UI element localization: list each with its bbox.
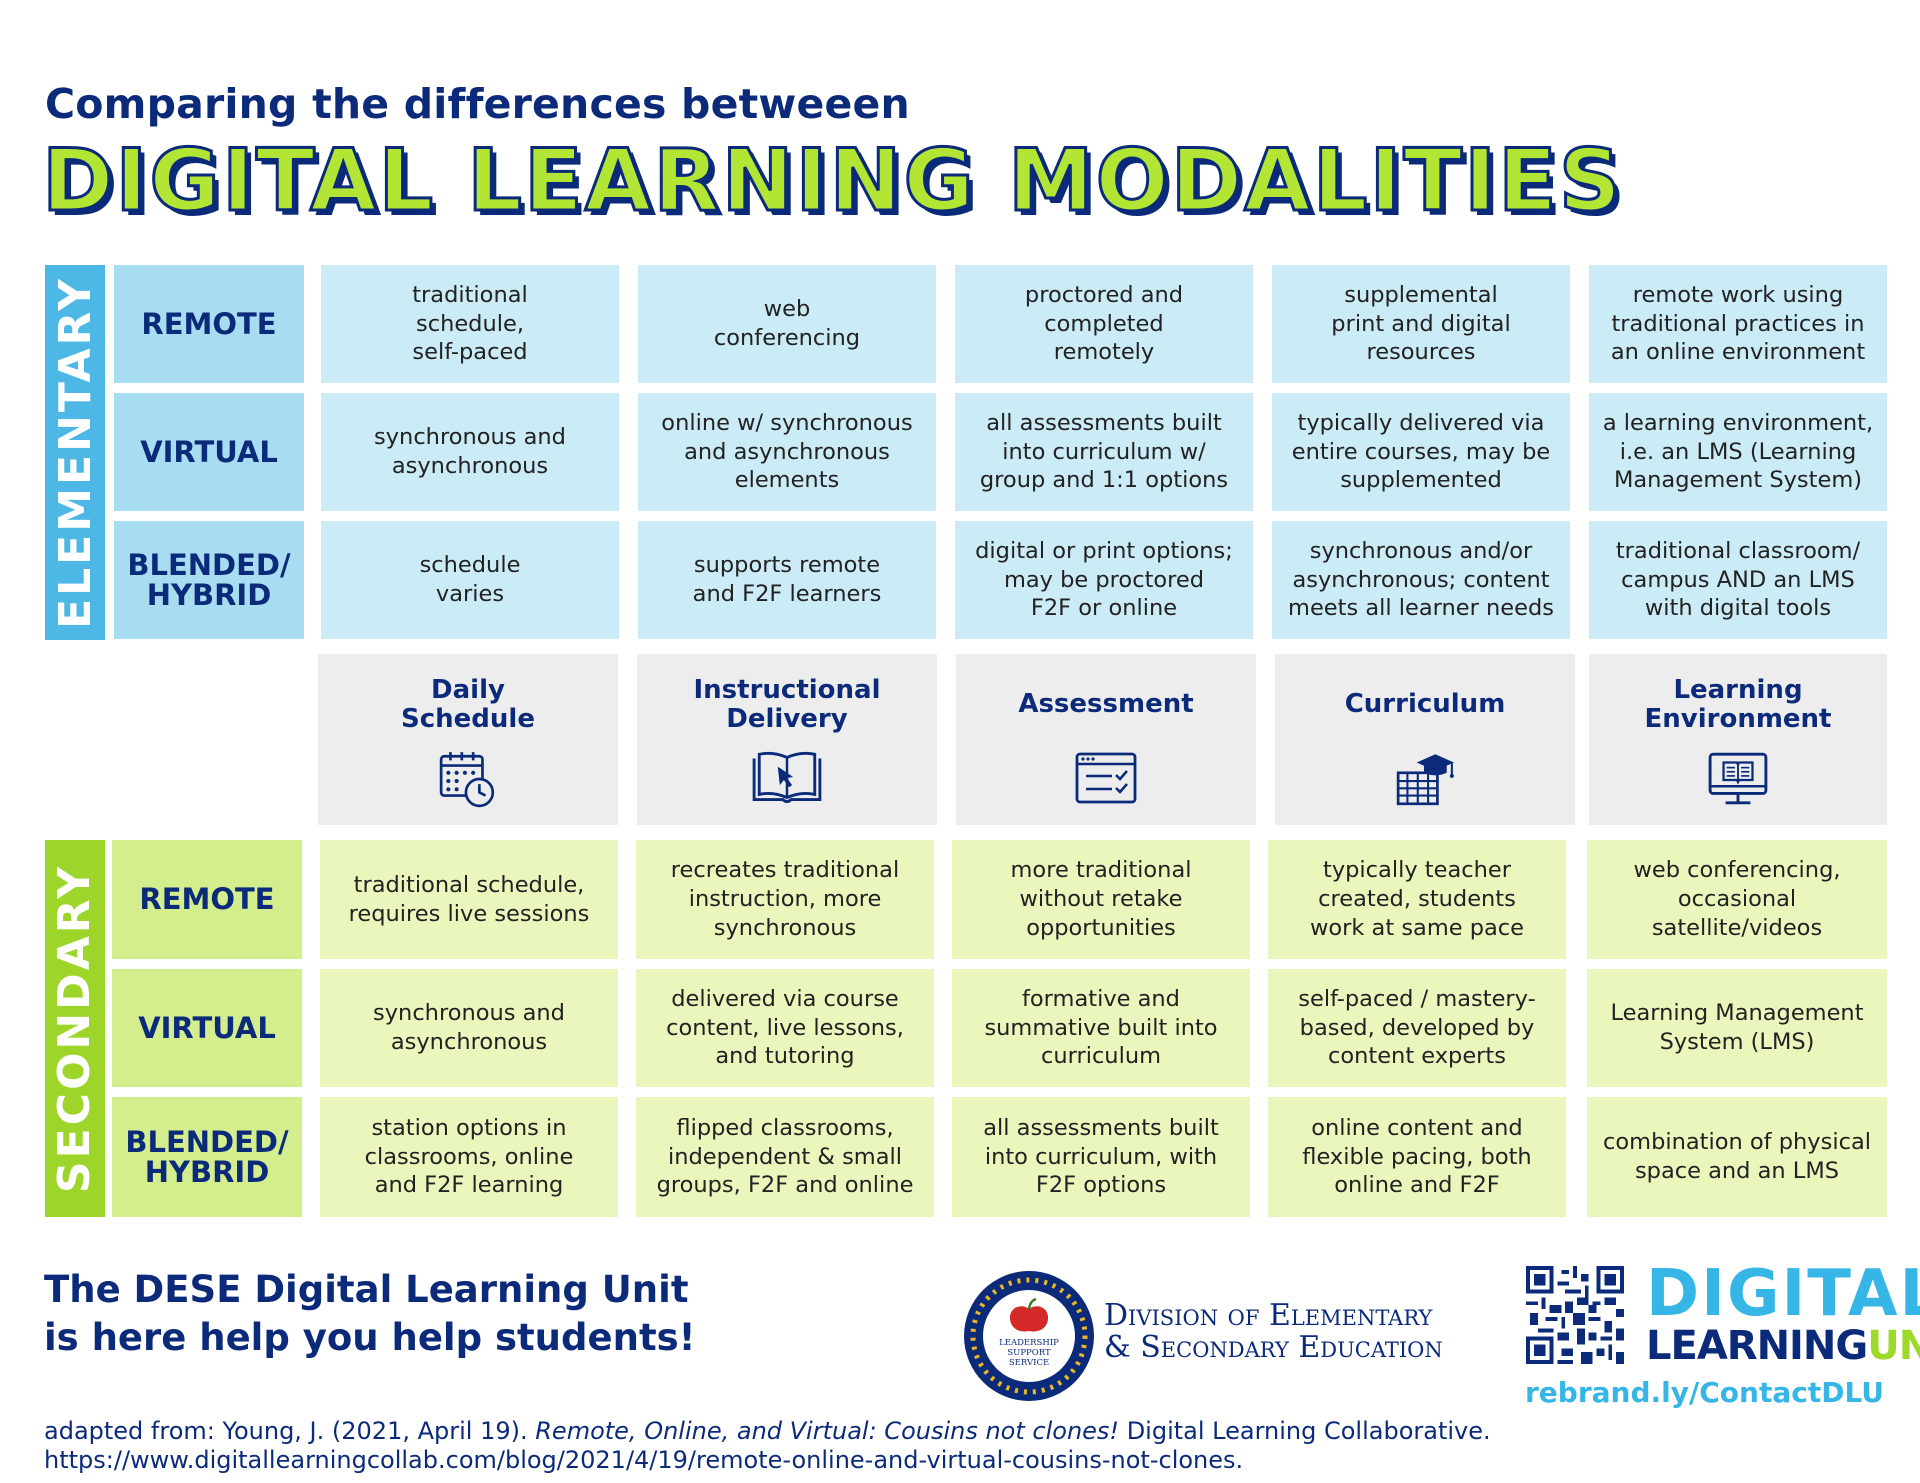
secondary-row-label-blended: BLENDED/ HYBRID (112, 1097, 302, 1217)
checklist-window-icon (1075, 752, 1137, 804)
graduation-cap-grid-icon (1396, 754, 1454, 806)
category-title: Learning Environment (1644, 674, 1832, 734)
qr-code[interactable] (1526, 1266, 1624, 1364)
secondary-virtual-instructional-delivery: delivered via course content, live lesso… (636, 969, 934, 1087)
citation-title: Remote, Online, and Virtual: Cousins not… (535, 1417, 1120, 1445)
secondary-blended-daily-schedule: station options in classrooms, online an… (320, 1097, 618, 1217)
citation: adapted from: Young, J. (2021, April 19)… (44, 1417, 1544, 1475)
secondary-remote-assessment: more traditional without retake opportun… (952, 840, 1250, 959)
secondary-virtual-curriculum: self-paced / mastery- based, developed b… (1268, 969, 1566, 1087)
secondary-blended-curriculum: online content and flexible pacing, both… (1268, 1097, 1566, 1217)
category-title: Curriculum (1344, 689, 1506, 720)
elementary-blended-curriculum: synchronous and/or asynchronous; content… (1272, 521, 1570, 639)
dlu-logo-learning: LEARNING (1646, 1323, 1868, 1369)
elementary-blended-learning-environment: traditional classroom/ campus AND an LMS… (1589, 521, 1887, 639)
dlu-logo-unit: UNIT (1867, 1323, 1920, 1369)
elementary-remote-assessment: proctored and completed remotely (955, 265, 1253, 383)
elementary-virtual-curriculum: typically delivered via entire courses, … (1272, 393, 1570, 511)
category-curriculum: Curriculum (1275, 654, 1575, 825)
elementary-remote-learning-environment: remote work using traditional practices … (1589, 265, 1887, 383)
elementary-virtual-assessment: all assessments built into curriculum w/… (955, 393, 1253, 511)
secondary-blended-assessment: all assessments built into curriculum, w… (952, 1097, 1250, 1217)
elementary-remote-instructional-delivery: web conferencing (638, 265, 936, 383)
citation-suffix[interactable]: Digital Learning Collaborative. https://… (44, 1417, 1491, 1474)
dlu-logo-digital: DIGITAL (1646, 1257, 1920, 1331)
elementary-blended-instructional-delivery: supports remote and F2F learners (638, 521, 936, 639)
secondary-row-label-remote: REMOTE (112, 840, 302, 959)
division-name: Division of Elementary & Secondary Educa… (1104, 1298, 1443, 1366)
elementary-virtual-daily-schedule: synchronous and asynchronous (321, 393, 619, 511)
category-instructional-delivery: Instructional Delivery (637, 654, 937, 825)
elementary-virtual-learning-environment: a learning environment, i.e. an LMS (Lea… (1589, 393, 1887, 511)
category-assessment: Assessment (956, 654, 1256, 825)
category-title: Instructional Delivery (693, 674, 881, 734)
secondary-blended-learning-environment: combination of physical space and an LMS (1587, 1097, 1887, 1217)
secondary-virtual-learning-environment: Learning Management System (LMS) (1587, 969, 1887, 1087)
elementary-virtual-instructional-delivery: online w/ synchronous and asynchronous e… (638, 393, 936, 511)
elementary-row-label-blended: BLENDED/ HYBRID (114, 521, 304, 639)
elementary-row-label-virtual: VIRTUAL (114, 393, 304, 511)
elementary-remote-curriculum: supplemental print and digital resources (1272, 265, 1570, 383)
elementary-blended-assessment: digital or print options; may be proctor… (955, 521, 1253, 639)
elementary-blended-daily-schedule: schedule varies (321, 521, 619, 639)
footer-message: The DESE Digital Learning Unit is here h… (44, 1268, 696, 1360)
elementary-label: ELEMENTARY (49, 276, 101, 629)
category-learning-environment: Learning Environment (1589, 654, 1887, 825)
category-daily-schedule: Daily Schedule (318, 654, 618, 825)
monitor-book-icon (1708, 752, 1768, 805)
elementary-band: ELEMENTARY (45, 265, 105, 640)
secondary-virtual-daily-schedule: synchronous and asynchronous (320, 969, 618, 1087)
secondary-remote-daily-schedule: traditional schedule, requires live sess… (320, 840, 618, 959)
secondary-blended-instructional-delivery: flipped classrooms, independent & small … (636, 1097, 934, 1217)
open-book-cursor-icon (752, 751, 822, 804)
svg-text:SERVICE: SERVICE (1009, 1358, 1049, 1368)
category-title: Daily Schedule (401, 674, 535, 734)
secondary-virtual-assessment: formative and summative built into curri… (952, 969, 1250, 1087)
elementary-remote-daily-schedule: traditional schedule, self-paced (321, 265, 619, 383)
category-title: Assessment (1018, 689, 1194, 720)
svg-text:LEADERSHIP: LEADERSHIP (999, 1338, 1059, 1348)
citation-prefix: adapted from: Young, J. (2021, April 19)… (44, 1417, 536, 1445)
calendar-clock-icon (439, 752, 495, 808)
elementary-row-label-remote: REMOTE (114, 265, 304, 383)
svg-text:SUPPORT: SUPPORT (1007, 1348, 1051, 1358)
secondary-remote-instructional-delivery: recreates traditional instruction, more … (636, 840, 934, 959)
secondary-remote-learning-environment: web conferencing, occasional satellite/v… (1587, 840, 1887, 959)
secondary-label: SECONDARY (49, 863, 101, 1194)
page-subtitle: Comparing the differences betweeen (45, 80, 910, 128)
secondary-band: SECONDARY (45, 840, 105, 1217)
contact-dlu-link[interactable]: rebrand.ly/ContactDLU (1525, 1376, 1885, 1409)
leadership-support-seal-logo: LEADERSHIP SUPPORT SERVICE (964, 1271, 1094, 1401)
dlu-logo-learning-unit: LEARNINGUNIT (1646, 1326, 1920, 1366)
secondary-row-label-virtual: VIRTUAL (112, 969, 302, 1087)
secondary-remote-curriculum: typically teacher created, students work… (1268, 840, 1566, 959)
page-title: DIGITAL LEARNING MODALITIES (41, 131, 1623, 231)
